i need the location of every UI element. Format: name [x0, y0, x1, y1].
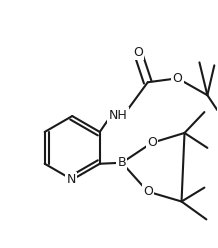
Text: O: O	[173, 72, 182, 85]
Text: O: O	[147, 136, 157, 149]
Text: N: N	[66, 173, 76, 186]
Text: O: O	[143, 185, 153, 198]
Text: B: B	[118, 156, 126, 169]
Text: O: O	[133, 46, 143, 59]
Text: NH: NH	[109, 109, 127, 122]
